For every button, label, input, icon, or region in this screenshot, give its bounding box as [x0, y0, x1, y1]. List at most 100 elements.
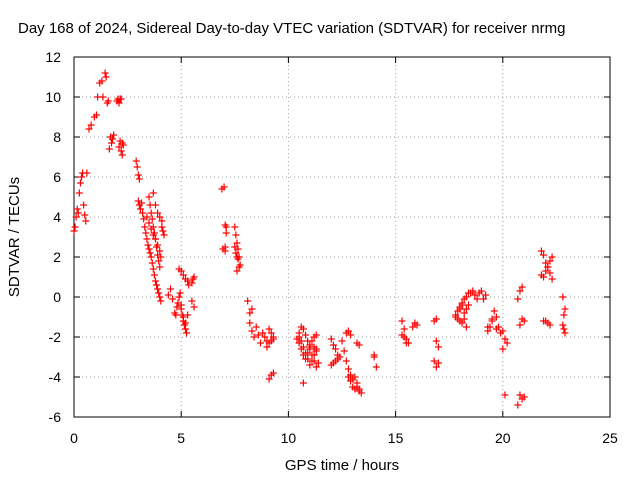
data-point — [83, 169, 91, 177]
y-tick-label: -4 — [49, 369, 62, 385]
data-point — [148, 215, 156, 223]
data-point — [269, 369, 277, 377]
data-point — [304, 337, 312, 345]
data-point — [232, 231, 240, 239]
data-point — [353, 383, 361, 391]
data-point — [74, 209, 82, 217]
data-point — [119, 141, 127, 149]
data-point — [310, 343, 318, 351]
data-point — [548, 275, 556, 283]
data-point — [154, 251, 162, 259]
data-point — [347, 377, 355, 385]
data-point — [559, 321, 567, 329]
data-point — [265, 325, 273, 333]
data-point — [259, 329, 267, 337]
data-point — [156, 247, 164, 255]
y-axis-label: SDTVAR / TECUs — [6, 177, 23, 297]
data-point — [432, 315, 440, 323]
data-point — [108, 139, 116, 147]
data-point — [190, 303, 198, 311]
data-point — [117, 95, 125, 103]
data-point — [344, 327, 352, 335]
data-point — [495, 323, 503, 331]
data-point — [188, 297, 196, 305]
data-point — [221, 243, 229, 251]
y-tick-label: 10 — [45, 89, 61, 105]
data-point — [297, 337, 305, 345]
data-point — [409, 323, 417, 331]
data-point — [355, 341, 363, 349]
data-point — [190, 273, 198, 281]
data-point — [460, 315, 468, 323]
data-point — [342, 357, 350, 365]
data-point — [398, 317, 406, 325]
data-point — [295, 329, 303, 337]
data-point — [231, 243, 239, 251]
data-point — [104, 97, 112, 105]
data-point — [490, 307, 498, 315]
y-tick-label: 0 — [53, 289, 61, 305]
data-point — [148, 259, 156, 267]
y-tick-label: -2 — [49, 329, 62, 345]
data-point — [299, 325, 307, 333]
data-point — [70, 227, 78, 235]
data-point — [246, 319, 254, 327]
data-point — [332, 345, 340, 353]
data-point — [235, 263, 243, 271]
data-point — [233, 239, 241, 247]
data-point — [477, 287, 485, 295]
data-point — [149, 265, 157, 273]
data-point — [179, 271, 187, 279]
data-point — [546, 257, 554, 265]
data-point — [400, 325, 408, 333]
data-point — [299, 379, 307, 387]
data-point — [153, 281, 161, 289]
data-point — [304, 355, 312, 363]
y-tick-label: 8 — [53, 129, 61, 145]
data-point — [233, 267, 241, 275]
data-point — [314, 359, 322, 367]
x-tick-label: 15 — [388, 430, 404, 446]
data-point — [432, 337, 440, 345]
data-point — [150, 229, 158, 237]
data-point — [157, 297, 165, 305]
data-point — [153, 243, 161, 251]
data-point — [516, 321, 524, 329]
data-point — [139, 209, 147, 217]
data-point — [76, 179, 84, 187]
data-point — [81, 211, 89, 219]
data-point — [482, 291, 490, 299]
data-point — [117, 147, 125, 155]
data-point — [471, 291, 479, 299]
data-point — [155, 257, 163, 265]
data-point — [458, 301, 466, 309]
data-point — [559, 293, 567, 301]
y-tick-label: 2 — [53, 249, 61, 265]
data-point — [344, 373, 352, 381]
data-point — [499, 345, 507, 353]
data-point — [334, 351, 342, 359]
data-point — [159, 227, 167, 235]
data-point — [248, 327, 256, 335]
data-point — [327, 335, 335, 343]
data-point — [177, 305, 185, 313]
x-tick-label: 20 — [495, 430, 511, 446]
data-point — [175, 293, 183, 301]
data-point — [518, 283, 526, 291]
data-point — [222, 229, 230, 237]
data-point — [220, 183, 228, 191]
data-point — [109, 135, 117, 143]
data-point — [156, 263, 164, 271]
data-point — [132, 157, 140, 165]
data-point — [546, 269, 554, 277]
data-point — [145, 193, 153, 201]
data-point — [160, 231, 168, 239]
data-point — [548, 253, 556, 261]
data-point — [267, 337, 275, 345]
data-point — [464, 301, 472, 309]
data-point — [299, 343, 307, 351]
x-tick-label: 25 — [602, 430, 618, 446]
data-point — [537, 247, 545, 255]
data-point — [151, 277, 159, 285]
